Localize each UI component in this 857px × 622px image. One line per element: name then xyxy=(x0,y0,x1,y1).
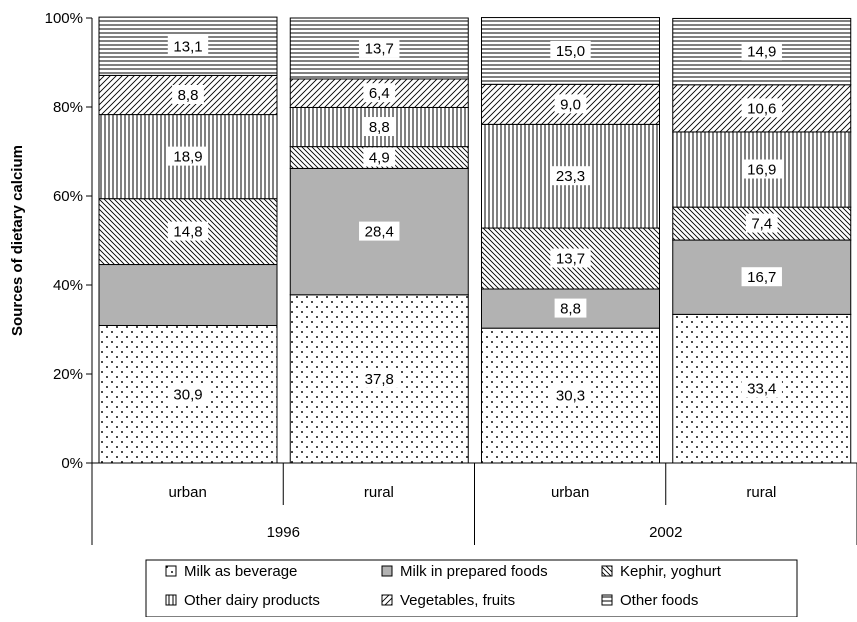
data-label-bg xyxy=(363,147,396,167)
legend-swatch xyxy=(165,594,177,606)
data-label-bg xyxy=(554,94,587,114)
data-label-bg xyxy=(363,117,396,137)
x-category-label: urban xyxy=(551,484,589,501)
legend-swatch xyxy=(601,565,613,577)
data-label: 16,9 xyxy=(747,162,776,179)
x-group-label: 1996 xyxy=(267,524,300,541)
data-label: 37,8 xyxy=(365,371,394,388)
data-label: 23,3 xyxy=(556,168,585,185)
data-label: 33,4 xyxy=(747,381,776,398)
data-label-bg xyxy=(741,378,782,398)
x-category-label: urban xyxy=(168,484,206,501)
data-label-bg xyxy=(554,298,587,318)
legend-swatch xyxy=(381,594,393,606)
bars-layer xyxy=(98,16,852,464)
data-label: 30,3 xyxy=(556,388,585,405)
x-group-label: 2002 xyxy=(649,524,682,541)
data-label-bg xyxy=(167,36,209,56)
y-tick-label: 20% xyxy=(53,366,83,383)
y-tick-label: 100% xyxy=(45,10,83,27)
data-label-bg xyxy=(741,98,782,118)
legend-swatch xyxy=(381,565,393,577)
data-label: 14,9 xyxy=(747,44,776,61)
x-category-label: rural xyxy=(364,484,394,501)
data-label: 13,7 xyxy=(556,251,585,268)
data-label: 28,4 xyxy=(365,224,394,241)
data-label: 16,7 xyxy=(747,269,776,286)
legend-label: Milk as beverage xyxy=(184,563,297,580)
y-tick-label: 80% xyxy=(53,99,83,116)
data-label: 8,8 xyxy=(178,87,199,104)
data-label: 7,4 xyxy=(751,216,772,233)
legend-box xyxy=(145,559,798,618)
data-label-bg xyxy=(172,84,204,104)
y-axis-title: Sources of dietary calcium xyxy=(9,145,26,336)
data-label-bg xyxy=(363,83,396,103)
legend-swatch xyxy=(165,565,177,577)
data-label-bg xyxy=(167,146,209,166)
data-label: 13,1 xyxy=(173,38,202,55)
data-label: 10,6 xyxy=(747,100,776,117)
x-category-label: rural xyxy=(746,484,776,501)
data-label-bg xyxy=(741,159,782,179)
data-label-bg xyxy=(741,267,782,287)
legend-label: Kephir, yoghurt xyxy=(620,563,722,580)
legend-swatch xyxy=(601,594,613,606)
data-label-bg xyxy=(359,221,400,241)
data-label-bg xyxy=(167,221,209,241)
legend-label: Milk in prepared foods xyxy=(400,563,548,580)
data-label: 18,9 xyxy=(173,149,202,166)
data-label-bg xyxy=(359,38,400,58)
axes-layer: 0% 20% 40% 60% 80% 100% Sources of dietary cal… xyxy=(9,10,857,545)
data-label: 30,9 xyxy=(173,386,202,403)
data-label-bg xyxy=(550,248,591,268)
data-label-bg xyxy=(359,368,400,388)
data-label: 8,8 xyxy=(369,119,390,136)
legend-label: Other foods xyxy=(620,592,698,609)
legend: Milk as beverage Milk in prepared foods Ke… xyxy=(145,559,798,618)
y-tick-label: 0% xyxy=(61,455,83,472)
legend-label: Vegetables, fruits xyxy=(400,592,515,609)
legend-label: Other dairy products xyxy=(184,592,320,609)
data-label: 13,7 xyxy=(365,40,394,57)
data-label-bg xyxy=(550,40,591,60)
data-label: 4,9 xyxy=(369,150,390,167)
data-label-bg xyxy=(167,384,209,404)
data-label: 8,8 xyxy=(560,301,581,318)
data-label-bg xyxy=(550,166,591,186)
data-label-bg xyxy=(550,385,591,405)
y-tick-label: 40% xyxy=(53,277,83,294)
data-label: 9,0 xyxy=(560,96,581,113)
bar-segment xyxy=(98,264,278,326)
data-label-bg xyxy=(741,41,782,61)
data-label-bg xyxy=(745,213,778,233)
data-label: 6,4 xyxy=(369,85,390,102)
data-labels-layer: 30,9 14,8 18,9 8,8 13,1 37,8 28,4 4,9 8,8 6,4 13,7… xyxy=(167,36,782,405)
data-label: 15,0 xyxy=(556,43,585,60)
y-tick-label: 60% xyxy=(53,188,83,205)
data-label: 14,8 xyxy=(173,224,202,241)
